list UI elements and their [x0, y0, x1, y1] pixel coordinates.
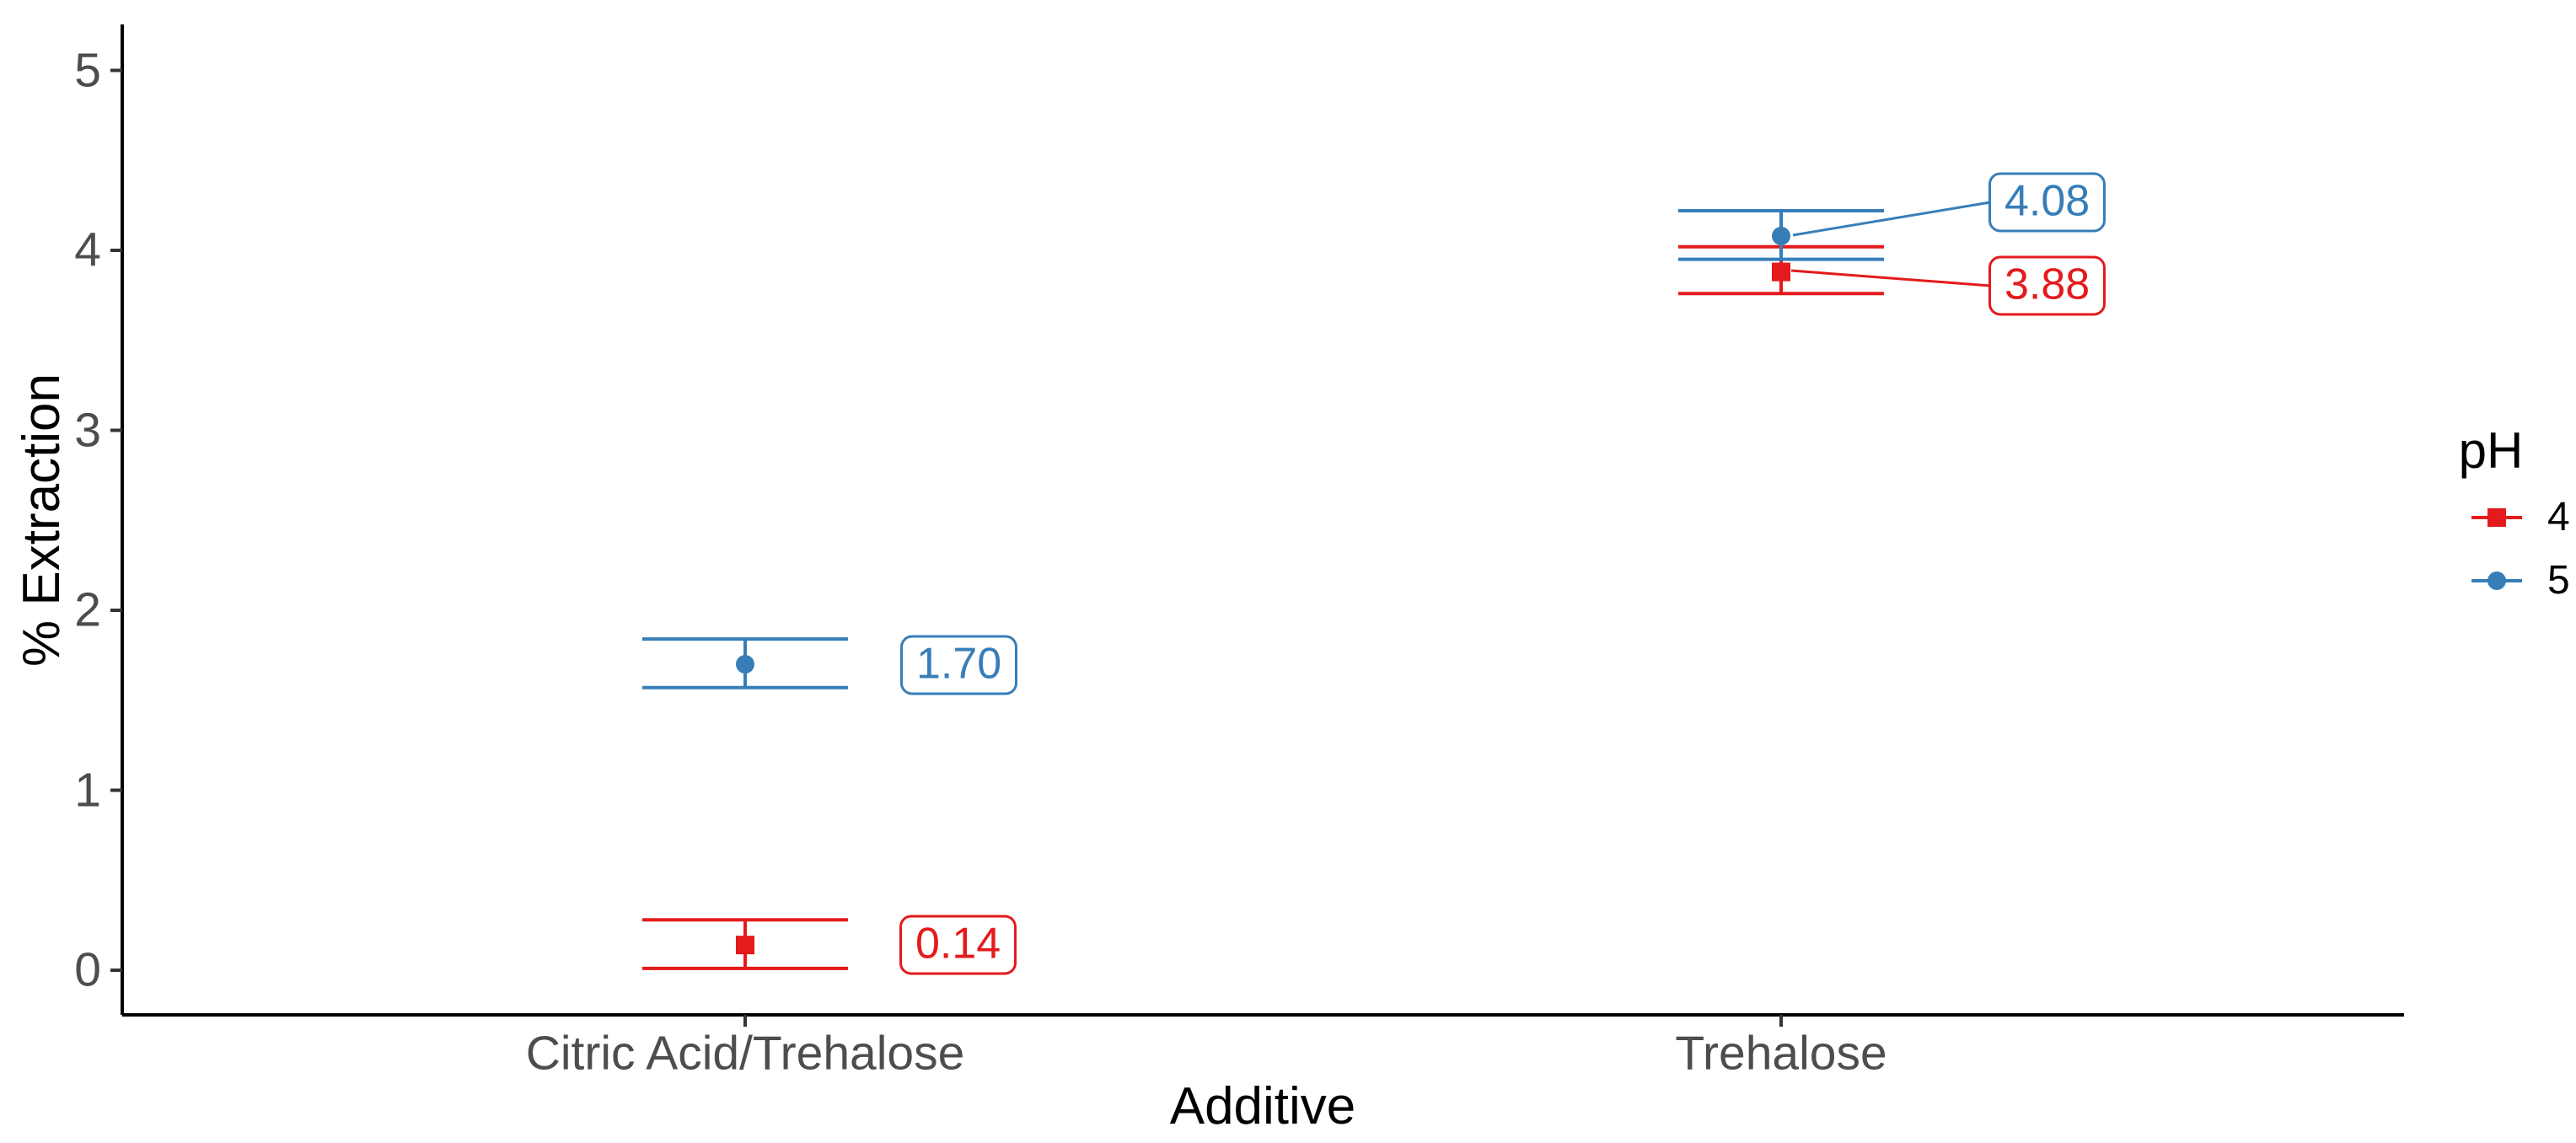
value-label-box: 0.14: [899, 915, 1017, 975]
value-label-box: 3.88: [1988, 255, 2106, 316]
point-marker-square: [736, 936, 754, 955]
label-leader-line: [1790, 269, 1991, 287]
value-label-box: 4.08: [1988, 172, 2106, 233]
x-category-label: Trehalose: [1675, 1026, 1887, 1081]
y-tick-label-4: 4: [74, 223, 101, 277]
legend-key-circle: [2487, 572, 2506, 590]
y-tick-label-0: 0: [74, 942, 101, 997]
point-marker-square: [1772, 262, 1790, 282]
label-leader-line: [1792, 201, 1991, 237]
y-tick-label-1: 1: [74, 763, 101, 817]
y-tick-label-5: 5: [74, 43, 101, 97]
x-category-label: Citric Acid/Trehalose: [525, 1026, 965, 1081]
y-tick-label-2: 2: [74, 582, 101, 637]
point-marker-circle: [736, 655, 754, 674]
y-tick-label-3: 3: [74, 403, 101, 457]
point-marker-circle: [1772, 226, 1790, 245]
x-axis-title: Additive: [1169, 1077, 1356, 1135]
value-label-box: 1.70: [900, 635, 1018, 695]
legend-key-square: [2487, 508, 2506, 527]
